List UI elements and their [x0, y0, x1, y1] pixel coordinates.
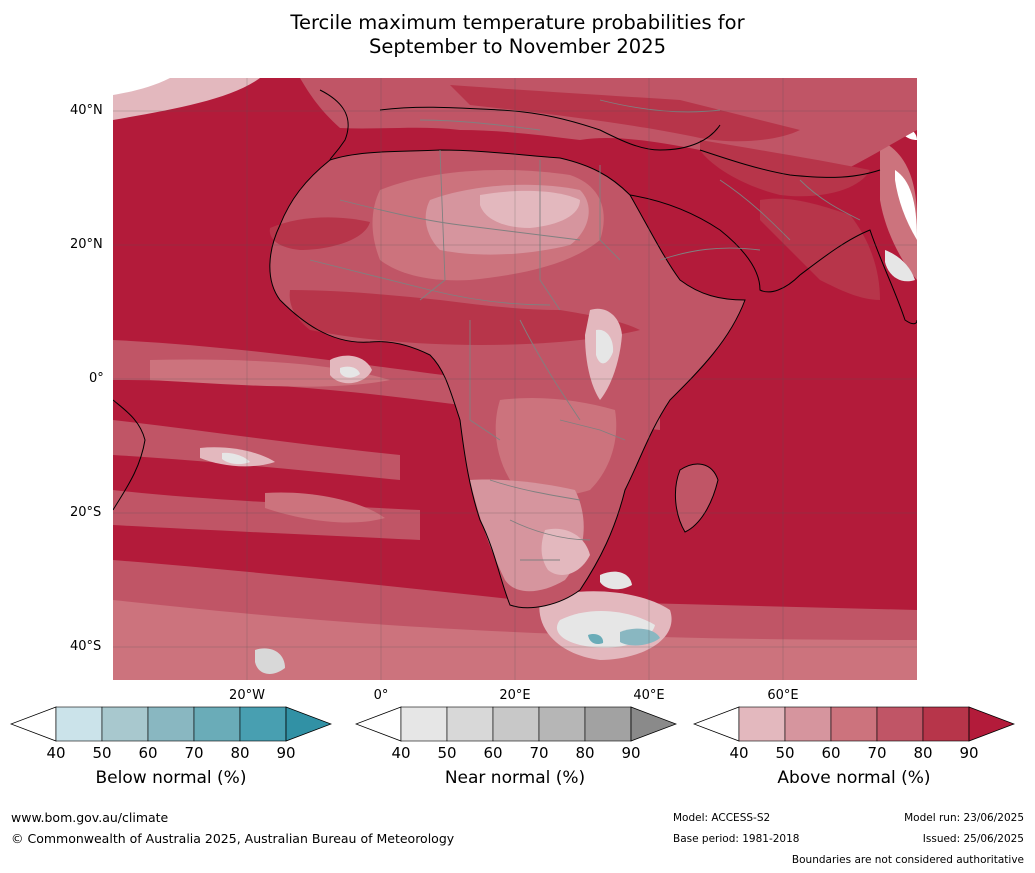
colorbar-segment — [876, 706, 924, 742]
colorbar-tick-label: 80 — [575, 744, 595, 762]
colorbar-lower-arrow — [693, 706, 740, 742]
map-field — [113, 78, 917, 680]
south-atlantic-band-2 — [113, 490, 420, 540]
colorbar-segment — [738, 706, 786, 742]
lat-label-40s: 40°S — [70, 639, 102, 654]
colorbar-upper-arrow — [630, 706, 677, 742]
footer-website: www.bom.gov.au/climate — [11, 810, 169, 825]
north-atlantic-white — [113, 78, 170, 95]
south-atlantic-band-1 — [113, 420, 400, 480]
colorbar-tick-label: 50 — [775, 744, 795, 762]
colorbar-upper-arrow — [285, 706, 332, 742]
colorbar-tick-label: 60 — [483, 744, 503, 762]
colorbar-segment — [193, 706, 241, 742]
footer-model-run: Model run: 23/06/2025 — [904, 812, 1024, 824]
south-atlantic-patch-2 — [265, 492, 385, 523]
colorbar-segment — [538, 706, 586, 742]
below-normal-patch-1 — [588, 633, 604, 645]
above-normal-colorbar — [693, 706, 1015, 742]
above-normal-legend-title: Above normal (%) — [777, 768, 931, 788]
eurasia-inner — [450, 85, 800, 142]
middle-east-inner — [700, 140, 870, 197]
colorbar-segment — [830, 706, 878, 742]
near-normal-legend-title: Near normal (%) — [444, 768, 586, 788]
india-near-normal — [885, 250, 915, 282]
colorbar-upper-arrow — [968, 706, 1015, 742]
colorbar-tick-label: 40 — [391, 744, 411, 762]
below-normal-legend-title: Below normal (%) — [95, 768, 247, 788]
colorbar-segment — [922, 706, 970, 742]
sahel-band — [289, 290, 640, 345]
colorbar-segment — [239, 706, 287, 742]
north-atlantic-patch — [113, 78, 260, 120]
footer-model: Model: ACCESS-S2 — [673, 812, 771, 824]
colorbar-segment — [101, 706, 149, 742]
south-atlantic-grey-patch — [255, 648, 285, 674]
footer-copyright: © Commonwealth of Australia 2025, Austra… — [11, 831, 455, 846]
colorbar-tick-label: 70 — [529, 744, 549, 762]
footer-base-period: Base period: 1981-2018 — [673, 833, 800, 845]
lat-label-20s: 20°S — [70, 505, 102, 520]
southern-africa-core — [541, 528, 590, 575]
footer-disclaimer: Boundaries are not considered authoritat… — [791, 854, 1024, 866]
colorbar-segment — [584, 706, 632, 742]
graticule — [113, 78, 917, 680]
east-africa-near-normal — [596, 329, 614, 364]
colorbar-segment — [784, 706, 832, 742]
colorbar-tick-label: 40 — [729, 744, 749, 762]
colorbar-segment — [400, 706, 448, 742]
map-title-line-1: Tercile maximum temperature probabilitie… — [290, 11, 745, 34]
lon-label-40e: 40°E — [633, 688, 665, 703]
lon-label-60e: 60°E — [767, 688, 799, 703]
colorbar-segment — [446, 706, 494, 742]
colorbar-tick-label: 50 — [92, 744, 112, 762]
footer-issued: Issued: 25/06/2025 — [922, 833, 1024, 845]
colorbar-tick-label: 90 — [621, 744, 641, 762]
colorbar-tick-label: 80 — [913, 744, 933, 762]
lat-label-20n: 20°N — [70, 237, 103, 252]
colorbar-tick-label: 50 — [437, 744, 457, 762]
colorbar-tick-label: 40 — [46, 744, 66, 762]
colorbar-lower-arrow — [355, 706, 402, 742]
madagascar — [675, 464, 718, 532]
colorbar-tick-label: 70 — [867, 744, 887, 762]
lon-label-20w: 20°W — [229, 688, 265, 703]
lon-label-0: 0° — [373, 688, 389, 703]
colorbar-segment — [147, 706, 195, 742]
colorbar-tick-label: 60 — [821, 744, 841, 762]
colorbar-tick-label: 60 — [138, 744, 158, 762]
colorbar-segment — [492, 706, 540, 742]
political-borders — [309, 99, 861, 561]
lat-label-equator: 0° — [89, 371, 104, 386]
lon-label-20e: 20°E — [499, 688, 531, 703]
near-normal-colorbar — [355, 706, 677, 742]
sahara-core — [480, 190, 580, 228]
colorbar-lower-arrow — [10, 706, 57, 742]
arabian-sea-coast — [760, 198, 880, 300]
guinea-gulf-near-normal — [340, 366, 360, 378]
colorbar-tick-label: 80 — [230, 744, 250, 762]
map-title-line-2: September to November 2025 — [368, 35, 667, 58]
lat-label-40n: 40°N — [70, 103, 103, 118]
colorbar-tick-label: 90 — [276, 744, 296, 762]
coastlines — [113, 89, 917, 609]
south-east-atlantic-patch — [600, 571, 632, 590]
colorbar-tick-label: 70 — [184, 744, 204, 762]
equatorial-atlantic-core — [150, 359, 390, 387]
below-normal-colorbar — [10, 706, 332, 742]
west-sahara — [269, 217, 370, 250]
colorbar-segment — [55, 706, 103, 742]
below-normal-patch-2 — [620, 628, 660, 646]
india-white-patch — [895, 170, 917, 240]
central-africa-patch — [495, 398, 617, 496]
south-atlantic-near-normal-1 — [222, 452, 250, 465]
colorbar-tick-label: 90 — [959, 744, 979, 762]
